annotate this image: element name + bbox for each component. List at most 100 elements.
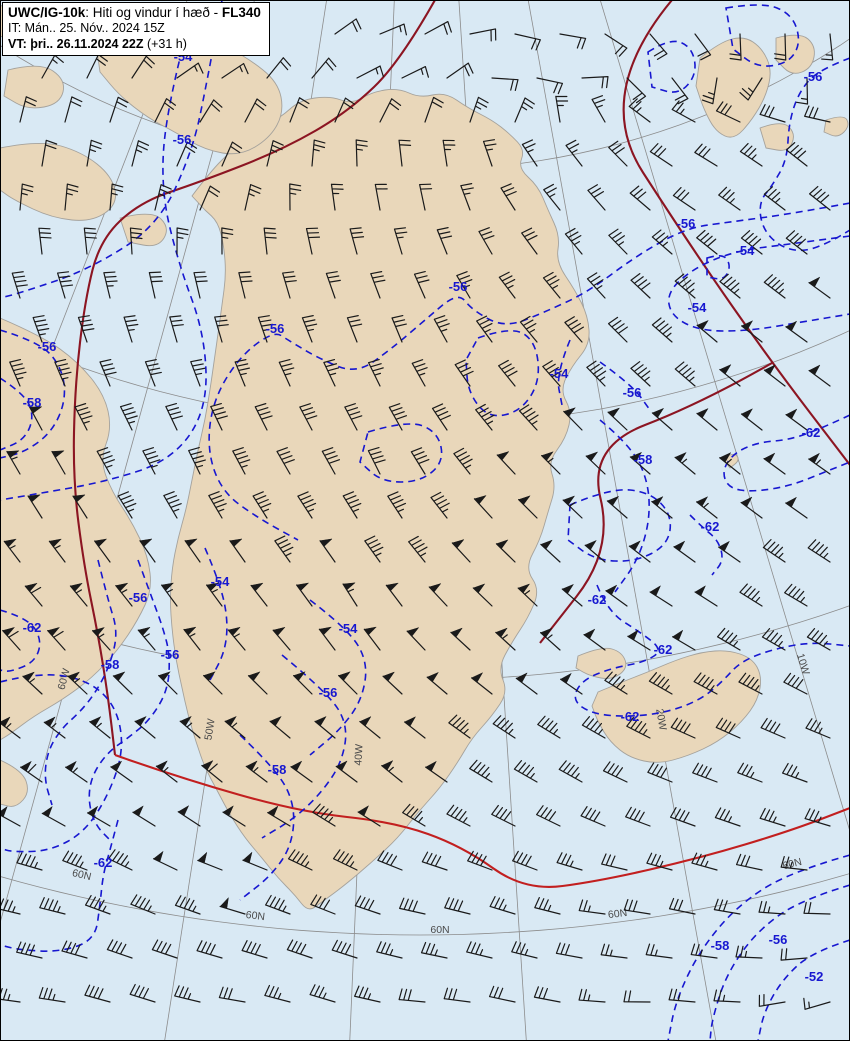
wind-barb <box>491 804 516 827</box>
wind-barb <box>674 451 696 475</box>
wind-barb <box>444 897 471 915</box>
wind-barb <box>131 140 150 167</box>
wind-barb <box>421 851 448 871</box>
wind-barb <box>0 898 21 915</box>
isotherm-label: -54 <box>550 366 570 381</box>
wind-barb <box>460 183 474 211</box>
wind-barb <box>669 806 696 827</box>
wind-barb <box>781 762 808 783</box>
meridian-line <box>599 0 850 833</box>
wind-barb <box>290 760 313 783</box>
wind-barb <box>586 272 606 299</box>
wind-barb <box>20 760 43 783</box>
isotherm-label: -56 <box>677 216 696 231</box>
wind-barb <box>478 227 495 255</box>
wind-barb <box>740 408 763 431</box>
wind-barb <box>227 626 246 651</box>
wind-barb <box>691 852 718 871</box>
land-baffin-island <box>0 317 151 741</box>
isotherm--58 <box>239 734 295 901</box>
wind-barb <box>492 715 516 739</box>
isotherm--56 <box>208 202 850 541</box>
wind-barb <box>739 583 763 607</box>
wind-barb <box>475 403 495 431</box>
wind-barb <box>785 142 808 167</box>
wind-barb <box>735 853 763 871</box>
wind-barb <box>696 407 718 431</box>
wind-barb <box>430 491 450 519</box>
wind-barb <box>99 358 117 387</box>
wind-barb <box>2 626 21 651</box>
wind-barb <box>586 360 607 387</box>
wind-barb <box>716 627 741 651</box>
wind-barb <box>608 140 628 167</box>
isotherm--56 <box>0 0 223 299</box>
wind-barb <box>106 939 133 959</box>
wind-barb <box>796 77 809 105</box>
wind-barb <box>649 585 673 607</box>
wind-barb <box>84 894 111 915</box>
isotherm-label: -52 <box>805 969 824 984</box>
wind-barb <box>591 95 606 123</box>
wind-barb <box>354 985 381 1003</box>
wind-barb <box>672 629 696 651</box>
wind-barb <box>648 672 673 695</box>
wind-barb <box>512 850 538 871</box>
isotherm-label: -56 <box>129 590 148 605</box>
wind-barb <box>130 894 156 915</box>
wind-barb <box>242 851 268 871</box>
parallel-line <box>0 873 850 936</box>
wind-barb <box>482 139 497 167</box>
wind-barb <box>425 760 448 783</box>
wind-barb <box>651 496 673 519</box>
wind-barb <box>402 803 426 827</box>
wind-barb <box>289 97 310 123</box>
wind-barb <box>109 183 124 211</box>
wind-barb <box>806 628 831 651</box>
wind-barb <box>759 807 786 827</box>
fir-boundary-south <box>114 754 850 888</box>
wind-barb <box>517 583 538 607</box>
isotherm--54 <box>0 37 207 501</box>
wind-barb <box>521 139 538 167</box>
wind-barb <box>287 849 313 871</box>
wind-barb <box>628 98 651 123</box>
wind-barb <box>176 141 198 167</box>
isotherm--62 <box>723 414 850 492</box>
wind-barb <box>495 627 516 651</box>
wind-barb <box>668 897 696 915</box>
wind-barb <box>696 496 718 519</box>
flight-level: FL340 <box>221 5 261 20</box>
wind-barb <box>278 358 295 387</box>
wind-barb <box>537 715 561 739</box>
wind-barb <box>244 98 267 123</box>
wind-barb <box>72 494 88 519</box>
land-greenland <box>170 88 590 910</box>
isotherm-label: -56 <box>161 647 180 662</box>
wind-barb <box>398 988 426 1003</box>
wind-barb <box>514 97 535 123</box>
wind-barb <box>436 227 453 255</box>
wind-barb <box>74 403 93 431</box>
wind-barb <box>518 495 538 519</box>
wind-barb <box>323 358 340 387</box>
wind-barb <box>11 271 28 299</box>
product-id: UWC/IG-10k <box>8 5 86 20</box>
wind-barb <box>32 315 50 343</box>
wind-barb <box>155 760 178 783</box>
wind-barb <box>759 104 786 123</box>
wind-barb <box>627 629 651 651</box>
isotherm--56 <box>88 559 171 843</box>
isotherm-label: -58 <box>23 395 42 410</box>
wind-barb <box>356 65 384 79</box>
wind-barb <box>151 939 178 959</box>
wind-barb <box>222 805 246 827</box>
wind-barb <box>103 271 118 299</box>
wind-barb <box>604 671 628 695</box>
wind-barb <box>426 671 448 695</box>
wind-barb <box>453 447 473 475</box>
wind-barb <box>629 185 651 211</box>
graticule-label: 50W <box>202 718 217 741</box>
